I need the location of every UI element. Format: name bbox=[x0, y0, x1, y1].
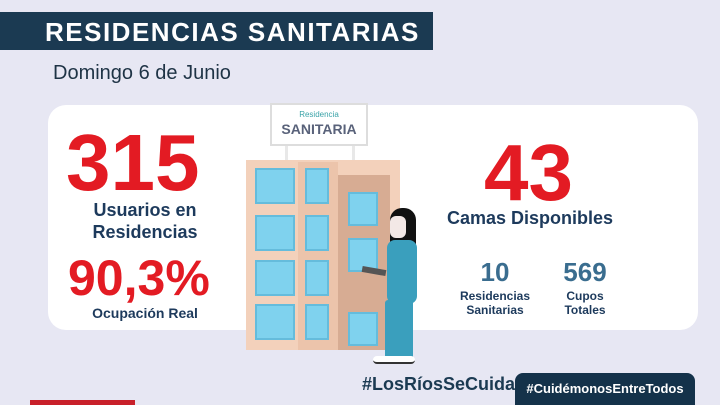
sign-big-text: SANITARIA bbox=[281, 121, 357, 137]
sign-small-text: Residencia bbox=[299, 110, 339, 119]
window bbox=[348, 312, 378, 346]
occupancy-value: 90,3% bbox=[68, 250, 210, 306]
red-accent-bar bbox=[30, 400, 135, 405]
residencia-sign: Residencia SANITARIA bbox=[270, 103, 368, 146]
window bbox=[255, 215, 295, 251]
window bbox=[255, 304, 295, 340]
window bbox=[305, 215, 329, 251]
users-label: Usuarios en Residencias bbox=[70, 200, 220, 243]
residences-label-line1: Residencias bbox=[459, 289, 531, 303]
capacity-label-line2: Totales bbox=[564, 303, 606, 318]
occupancy-label: Ocupación Real bbox=[92, 305, 198, 321]
capacity-value: 569 bbox=[563, 257, 607, 287]
page-title: RESIDENCIAS SANITARIAS bbox=[45, 17, 420, 47]
window bbox=[305, 168, 329, 204]
capacity-label-line1: Cupos bbox=[566, 289, 604, 303]
window bbox=[348, 192, 378, 226]
building-illustration: Residencia SANITARIA bbox=[240, 100, 440, 370]
users-label-line2: Residencias bbox=[92, 221, 198, 242]
window bbox=[255, 260, 295, 296]
residences-label-line2: Sanitarias bbox=[466, 303, 524, 318]
nurse-face bbox=[390, 216, 406, 238]
nurse-legs bbox=[385, 300, 413, 360]
window bbox=[255, 168, 295, 204]
nurse-body bbox=[387, 240, 417, 304]
hashtag-cuidemonos-badge: #CuidémonosEntreTodos bbox=[515, 373, 695, 405]
capacity-label: Cupos Totales bbox=[540, 289, 630, 318]
beds-value: 43 bbox=[484, 128, 573, 217]
hashtag-los-rios: #LosRíosSeCuida bbox=[362, 374, 516, 394]
window bbox=[305, 304, 329, 340]
sign-poles bbox=[285, 145, 355, 161]
residences-label: Residencias Sanitarias bbox=[450, 289, 540, 318]
title-banner: RESIDENCIAS SANITARIAS bbox=[0, 12, 433, 50]
users-label-line1: Usuarios en bbox=[93, 200, 197, 220]
window bbox=[305, 260, 329, 296]
date-subtitle: Domingo 6 de Junio bbox=[53, 62, 231, 84]
beds-label: Camas Disponibles bbox=[446, 208, 614, 228]
nurse-shoes bbox=[373, 356, 415, 364]
residences-value: 10 bbox=[480, 257, 510, 287]
users-value: 315 bbox=[66, 118, 200, 207]
